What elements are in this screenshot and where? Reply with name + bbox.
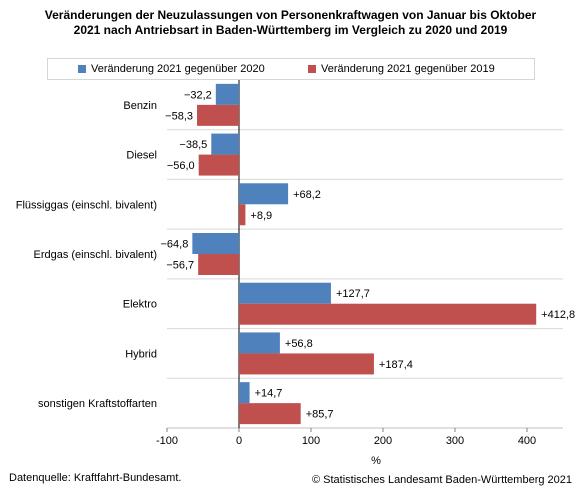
bar-2020 xyxy=(239,382,250,404)
legend-swatch-2019 xyxy=(308,65,316,73)
category-label: Elektro xyxy=(123,299,157,311)
data-label: −56,0 xyxy=(167,160,195,172)
x-tick-label: 100 xyxy=(302,435,320,447)
data-label: +8,9 xyxy=(250,210,272,222)
data-label: +127,7 xyxy=(336,288,370,300)
category-label: Erdgas (einschl. bivalent) xyxy=(33,249,157,261)
bar-2020 xyxy=(211,133,239,155)
data-label: +14,7 xyxy=(255,388,283,400)
data-label: +187,4 xyxy=(379,359,413,371)
source-note: Datenquelle: Kraftfahrt-Bundesamt. xyxy=(9,472,182,484)
category-label: Diesel xyxy=(126,150,157,162)
data-label: −38,5 xyxy=(179,139,207,151)
category-label: Benzin xyxy=(123,100,157,112)
category-label: sonstigen Kraftstoffarten xyxy=(38,398,157,410)
data-label: −58,3 xyxy=(165,110,193,122)
bar-2020 xyxy=(239,183,289,205)
bar-2020 xyxy=(239,332,280,354)
data-label: −56,7 xyxy=(166,260,194,272)
bar-2019 xyxy=(198,254,239,275)
category-label: Flüssiggas (einschl. bivalent) xyxy=(16,199,157,211)
data-label: −64,8 xyxy=(161,239,189,251)
bar-2020 xyxy=(215,83,239,105)
x-tick-label: 0 xyxy=(236,435,242,447)
bar-2020 xyxy=(192,233,239,254)
legend-label-2019: Veränderung 2021 gegenüber 2019 xyxy=(321,63,495,75)
bar-2019 xyxy=(198,154,239,176)
data-label: +412,8 xyxy=(541,309,575,321)
data-label: +56,8 xyxy=(285,338,313,350)
bar-2020 xyxy=(239,282,331,304)
legend-swatch-2020 xyxy=(78,65,86,73)
bar-2019 xyxy=(197,104,239,126)
x-axis-label: % xyxy=(371,455,381,467)
x-tick-label: 300 xyxy=(446,435,464,447)
chart-legend: Veränderung 2021 gegenüber 2020 Veränder… xyxy=(47,58,535,80)
bar-2019 xyxy=(239,303,537,325)
x-tick-label: -100 xyxy=(156,435,178,447)
legend-item-2019: Veränderung 2021 gegenüber 2019 xyxy=(308,59,495,79)
bar-2019 xyxy=(239,353,374,375)
legend-label-2020: Veränderung 2021 gegenüber 2020 xyxy=(91,63,265,75)
bar-2019 xyxy=(239,204,246,226)
bar-2019 xyxy=(239,403,301,425)
x-tick-label: 400 xyxy=(518,435,536,447)
copyright-note: © Statistisches Landesamt Baden-Württemb… xyxy=(311,474,572,486)
legend-item-2020: Veränderung 2021 gegenüber 2020 xyxy=(78,59,265,79)
x-tick-label: 200 xyxy=(374,435,392,447)
category-label: Hybrid xyxy=(125,348,157,360)
data-label: +85,7 xyxy=(306,409,334,421)
chart-title: Veränderungen der Neuzulassungen von Per… xyxy=(44,8,537,37)
data-label: −32,2 xyxy=(184,89,212,101)
data-label: +68,2 xyxy=(293,189,321,201)
